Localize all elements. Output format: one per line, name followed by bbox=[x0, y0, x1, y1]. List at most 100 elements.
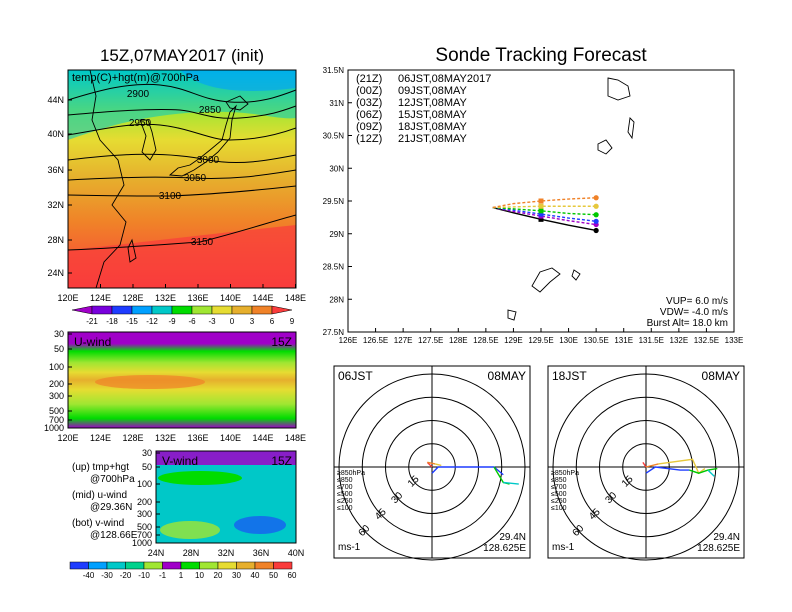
u-level-label: 50 bbox=[54, 344, 64, 354]
track-lat-label: 27.5N bbox=[323, 328, 345, 337]
colorbar-label: 9 bbox=[290, 317, 295, 326]
hodo-trace bbox=[645, 466, 690, 474]
track-burst-point bbox=[538, 198, 544, 204]
colorbar-label: 10 bbox=[195, 571, 204, 580]
u-level-label: 30 bbox=[54, 329, 64, 339]
u-lon-label: 136E bbox=[187, 433, 208, 443]
track-lon-label: 126E bbox=[339, 336, 358, 345]
hodo-date: 08MAY bbox=[488, 369, 526, 383]
v-lat-label: 40N bbox=[288, 548, 305, 558]
track-line bbox=[492, 205, 597, 209]
u-level-label: 300 bbox=[49, 391, 64, 401]
map-lat-label: 40N bbox=[47, 129, 64, 139]
hodo-trace bbox=[645, 463, 659, 468]
contour-label: 3150 bbox=[191, 237, 214, 248]
left-title: 15Z,07MAY2017 (init) bbox=[100, 46, 264, 65]
contour-3050 bbox=[68, 169, 296, 181]
colorbar-label: -30 bbox=[101, 571, 113, 580]
colorbar-swatch bbox=[111, 305, 133, 315]
track-legend: (21Z) 06JST,08MAY2017 (00Z) 09JST,08MAY (03Z… bbox=[356, 73, 491, 145]
hodo-trace bbox=[431, 466, 504, 476]
track-lat-label: 30N bbox=[329, 164, 344, 173]
track-lon-label: 129.5E bbox=[528, 336, 553, 345]
v-lat-label: 36N bbox=[253, 548, 270, 558]
colorbar-label: -12 bbox=[146, 317, 158, 326]
colorbar-swatch bbox=[151, 305, 173, 315]
colorbar-swatch bbox=[106, 561, 126, 570]
track-param: VDW= -4.0 m/s bbox=[660, 307, 728, 318]
hodo-unit: ms-1 bbox=[338, 542, 361, 553]
note-head: (bot) v-wind bbox=[72, 518, 124, 529]
v-wind-lat-ticks: 24N 28N 32N 36N 40N bbox=[148, 548, 305, 558]
map-lat-label: 32N bbox=[47, 200, 64, 210]
track-lon-label: 129E bbox=[504, 336, 523, 345]
track-lon-label: 130.5E bbox=[583, 336, 608, 345]
map-lat-label: 44N bbox=[47, 95, 64, 105]
colorbar-label: 0 bbox=[230, 317, 235, 326]
track-lon-label: 126.5E bbox=[363, 336, 388, 345]
map-lat-ticks: 44N 40N 36N 32N 28N 24N bbox=[47, 95, 72, 278]
legend-z: (00Z) bbox=[356, 85, 382, 97]
hodo-level-label: ≤700 bbox=[337, 484, 353, 491]
v-lat-label: 32N bbox=[218, 548, 235, 558]
track-islands bbox=[507, 77, 635, 321]
u-lon-label: 140E bbox=[220, 433, 241, 443]
track-lat-ticks: 31.5N 31N 30.5N 30N 29.5N 29N 28.5N 28N 27.5N bbox=[323, 66, 352, 337]
legend-label: 09JST,08MAY bbox=[398, 85, 468, 97]
v-wind-label: V-wind bbox=[162, 454, 198, 468]
contour-label: 2850 bbox=[199, 105, 222, 116]
korea-coast bbox=[139, 119, 157, 161]
legend-z: (09Z) bbox=[356, 121, 382, 133]
track-lon-label: 128E bbox=[449, 336, 468, 345]
hodo-level-label: ≥850hPa bbox=[551, 470, 579, 477]
map-lon-label: 128E bbox=[122, 293, 143, 303]
map-frame bbox=[67, 69, 297, 289]
colorbar-swatch bbox=[199, 561, 219, 570]
u-level-label: 500 bbox=[49, 406, 64, 416]
hodo-level-label: ≤250 bbox=[551, 498, 567, 505]
track-lon-label: 131E bbox=[614, 336, 633, 345]
map-lat-label: 28N bbox=[47, 235, 64, 245]
colorbar-label: 1 bbox=[179, 571, 184, 580]
track-title: Sonde Tracking Forecast bbox=[435, 45, 647, 66]
contour-label: 3050 bbox=[184, 173, 207, 184]
track-line bbox=[492, 206, 597, 223]
hodo-time: 18JST bbox=[552, 369, 587, 383]
u-level-label: 200 bbox=[49, 379, 64, 389]
v-level-label: 300 bbox=[137, 509, 152, 519]
map-lon-label: 144E bbox=[252, 293, 273, 303]
map-lon-label: 120E bbox=[57, 293, 78, 303]
contour-2850 bbox=[68, 105, 296, 119]
colorbar-swatch bbox=[236, 561, 256, 570]
v-lat-label: 28N bbox=[183, 548, 200, 558]
colorbar-label: 30 bbox=[232, 571, 241, 580]
track-param: VUP= 6.0 m/s bbox=[666, 296, 728, 307]
track-burst-point bbox=[538, 203, 544, 209]
u-level-label: 700 bbox=[49, 415, 64, 425]
hodo-lon: 128.625E bbox=[483, 543, 526, 554]
track-lon-label: 128.5E bbox=[473, 336, 498, 345]
hodo-lat: 29.4N bbox=[499, 532, 526, 543]
map-lon-label: 124E bbox=[90, 293, 111, 303]
colorbar-label: 20 bbox=[214, 571, 223, 580]
colorbar-label: 50 bbox=[269, 571, 278, 580]
colorbar-swatch bbox=[273, 561, 293, 570]
v-lat-label: 24N bbox=[148, 548, 165, 558]
colorbar-swatch bbox=[71, 305, 93, 315]
map-lat-label: 24N bbox=[47, 268, 64, 278]
legend-label: 15JST,08MAY bbox=[398, 109, 468, 121]
hodo-lat: 29.4N bbox=[713, 532, 740, 543]
map-lon-label: 148E bbox=[285, 293, 306, 303]
colorbar-label: -1 bbox=[159, 571, 167, 580]
island-yakushima bbox=[597, 139, 613, 155]
colorbar-swatch bbox=[217, 561, 237, 570]
colorbar-label: -15 bbox=[126, 317, 138, 326]
note-head: (mid) u-wind bbox=[72, 490, 127, 501]
map-lon-label: 136E bbox=[187, 293, 208, 303]
hodo-unit: ms-1 bbox=[552, 542, 575, 553]
legend-z: (12Z) bbox=[356, 133, 382, 145]
hodo-level-label: ≤850 bbox=[551, 477, 567, 484]
